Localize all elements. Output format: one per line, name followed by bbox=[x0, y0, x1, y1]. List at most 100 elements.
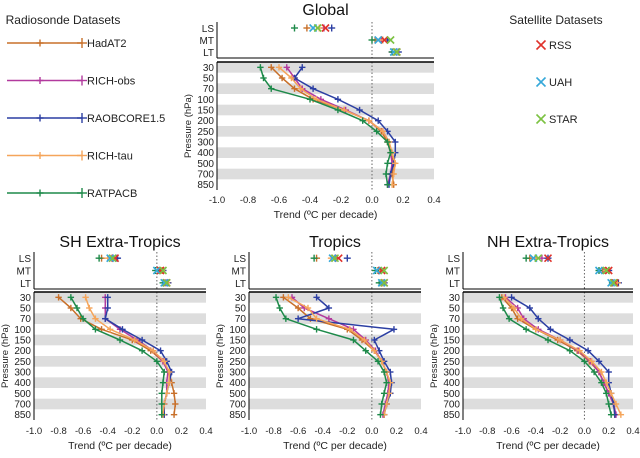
legend-item-uah: UAH bbox=[535, 76, 572, 89]
profile-point-raobcore1-5 bbox=[157, 347, 164, 354]
profile-point-ratpacb bbox=[603, 390, 610, 397]
x-axis-label: Trend (ºC per decade) bbox=[283, 440, 387, 452]
profile-point-ratpacb bbox=[282, 315, 290, 322]
satellite-marker-uah bbox=[328, 254, 337, 263]
pressure-band bbox=[217, 126, 434, 137]
pressure-band bbox=[34, 313, 206, 324]
y-axis-label: Pressure (hPa) bbox=[183, 94, 194, 158]
profile-point-raobcore1-5 bbox=[313, 294, 320, 301]
profile-point-ratpacb bbox=[67, 294, 75, 301]
profile-point-ratpacb bbox=[350, 336, 357, 344]
profile-point-ratpacb bbox=[384, 160, 391, 167]
y-axis-label: Pressure (hPa) bbox=[0, 324, 11, 388]
pressure-tick-label: 200 bbox=[443, 346, 460, 357]
pressure-band bbox=[463, 356, 633, 367]
pressure-tick-label: 30 bbox=[235, 293, 247, 304]
profile-point-ratpacb bbox=[605, 400, 612, 408]
profile-point-rich-tau bbox=[556, 336, 564, 344]
profile-point-ratpacb bbox=[158, 390, 165, 397]
satellite-marker-star bbox=[313, 23, 322, 33]
x-tick-label: -0.2 bbox=[124, 426, 140, 437]
satellite-marker-uah bbox=[389, 47, 398, 57]
pressure-tick-label: 850 bbox=[197, 180, 214, 191]
legend-item-raobcore1-5: RAOBCORE1.5 bbox=[7, 113, 165, 125]
pressure-tick-label: 700 bbox=[14, 400, 31, 411]
pressure-tick-label: 850 bbox=[229, 410, 246, 421]
satellite-marker-star bbox=[609, 278, 618, 287]
satellite-marker-uah bbox=[594, 266, 604, 275]
profile-point-raobcore1-5 bbox=[566, 336, 574, 344]
legend-marker bbox=[77, 150, 87, 161]
satellite-marker-uah bbox=[607, 278, 616, 287]
satellite-marker-uah bbox=[372, 266, 381, 275]
satellite-marker-rss bbox=[380, 35, 389, 45]
pressure-tick-label: 30 bbox=[20, 293, 32, 304]
legend-item-ratpacb: RATPACB bbox=[7, 188, 137, 200]
profile-point-ratpacb bbox=[334, 106, 342, 114]
pressure-tick-label: 100 bbox=[443, 325, 460, 336]
profile-point-ratpacb bbox=[257, 64, 264, 71]
profile-point-rich-tau bbox=[510, 304, 518, 312]
x-tick-label: 0.4 bbox=[626, 426, 639, 437]
x-tick-label: 0.0 bbox=[365, 195, 378, 206]
legend-label: UAH bbox=[549, 77, 572, 89]
profile-point-ratpacb bbox=[380, 390, 388, 397]
legend-label: HadAT2 bbox=[87, 38, 127, 50]
pressure-band bbox=[463, 313, 633, 324]
profile-point-ratpacb bbox=[161, 368, 168, 376]
profile-point-rich-tau bbox=[576, 347, 583, 354]
pressure-tick-label: 400 bbox=[443, 378, 460, 389]
pressure-band bbox=[249, 313, 421, 324]
layer-label-mt: MT bbox=[200, 36, 214, 47]
pressure-tick-label: 150 bbox=[14, 336, 31, 347]
x-tick-label: -0.6 bbox=[503, 426, 519, 437]
pressure-tick-label: 50 bbox=[20, 304, 32, 315]
legend-marker bbox=[77, 38, 87, 48]
profile-point-ratpacb bbox=[373, 128, 380, 135]
layer-label-ls: LS bbox=[448, 254, 461, 265]
x-tick-label: 0.2 bbox=[175, 426, 188, 437]
profile-point-rich-tau bbox=[275, 64, 283, 71]
profile-point-rich-tau bbox=[304, 304, 312, 312]
profile-point-ratpacb bbox=[384, 181, 391, 188]
satellite-marker-star bbox=[380, 266, 389, 275]
satellite-marker-uah bbox=[106, 254, 115, 263]
profile-point-raobcore1-5 bbox=[595, 358, 603, 365]
x-tick-label: -0.2 bbox=[552, 426, 568, 437]
x-axis-label: Trend (ºC per decade) bbox=[496, 440, 600, 452]
profile-point-hadat2 bbox=[55, 294, 62, 301]
profile-point-rich-obs bbox=[325, 315, 333, 322]
x-tick-label: -0.2 bbox=[339, 426, 355, 437]
layer-label-lt: LT bbox=[20, 279, 31, 290]
legend-marker bbox=[36, 152, 44, 159]
profile-point-rich-tau bbox=[131, 336, 138, 344]
legend-marker bbox=[36, 39, 44, 47]
pressure-tick-label: 250 bbox=[229, 357, 246, 368]
profile-point-ratpacb bbox=[359, 117, 366, 124]
profile-point-raobcore1-5 bbox=[356, 106, 363, 114]
pressure-band bbox=[249, 292, 421, 303]
legend-marker bbox=[36, 114, 44, 122]
profile-point-raobcore1-5 bbox=[392, 138, 399, 146]
profile-point-ratpacb bbox=[387, 149, 394, 156]
profile-point-ratpacb bbox=[384, 138, 391, 146]
legend-item-rich-tau: RICH-tau bbox=[7, 150, 133, 163]
profile-point-raobcore1-5 bbox=[104, 304, 111, 312]
profile-point-rich-tau bbox=[598, 368, 605, 376]
x-tick-label: -1.0 bbox=[241, 426, 257, 437]
pressure-tick-label: 850 bbox=[14, 410, 31, 421]
legend-item-star: STAR bbox=[535, 113, 578, 126]
profile-point-raobcore1-5 bbox=[102, 315, 109, 322]
profile-point-hadat2 bbox=[291, 85, 298, 92]
pressure-band bbox=[217, 104, 434, 116]
satellite-marker-star bbox=[392, 47, 401, 57]
profile-point-ratpacb bbox=[92, 326, 99, 333]
satellite-marker-star bbox=[158, 266, 168, 275]
radiosonde-layer-marker-ratpacb bbox=[522, 254, 530, 262]
x-tick-label: -0.4 bbox=[100, 426, 116, 437]
profile-point-raobcore1-5 bbox=[526, 304, 533, 312]
pressure-band bbox=[34, 377, 206, 388]
pressure-tick-label: 500 bbox=[14, 389, 31, 400]
